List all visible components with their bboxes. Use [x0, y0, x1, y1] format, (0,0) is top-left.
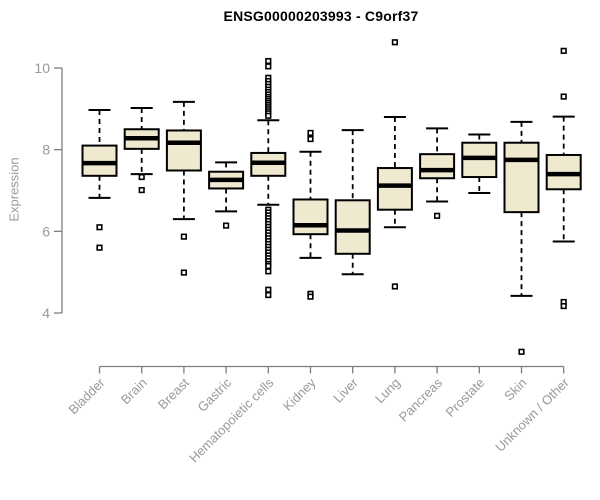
boxplot-pancreas: [419, 127, 456, 219]
outlier-point: [265, 286, 272, 293]
outlier-point: [307, 135, 314, 143]
outlier-point: [560, 93, 567, 100]
outlier-point: [560, 302, 567, 310]
boxplot-liver: [334, 129, 371, 276]
iqr-box: [165, 129, 202, 172]
iqr-box: [334, 199, 371, 255]
boxplot-gastric: [208, 161, 245, 229]
outlier-point: [138, 186, 145, 194]
y-axis-title: Expression: [6, 157, 22, 222]
boxplot-brain: [123, 107, 160, 194]
outlier-point: [96, 224, 103, 231]
x-tick-label-gastric: Gastric: [195, 375, 235, 415]
x-tick-label-unknown-other: Unknown / Other: [492, 375, 572, 455]
outlier-point: [391, 39, 399, 46]
y-tick-label-6: 6: [42, 223, 50, 239]
boxplot-lung: [376, 39, 413, 290]
outlier-point: [180, 233, 188, 240]
outlier-point: [433, 212, 441, 219]
boxplot-bladder: [81, 109, 118, 251]
iqr-box: [419, 153, 456, 180]
outlier-point: [223, 222, 230, 229]
y-tick-label-8: 8: [42, 142, 50, 158]
x-tick-label-lung: Lung: [372, 375, 403, 406]
x-tick-label-brain: Brain: [118, 375, 150, 407]
outlier-point: [265, 63, 272, 70]
boxplot-hematopoietic-cells: [250, 57, 287, 299]
outlier-point: [307, 129, 314, 137]
x-tick-label-kidney: Kidney: [280, 375, 319, 414]
iqr-box: [81, 144, 118, 177]
y-tick-label-10: 10: [34, 60, 50, 76]
x-tick-label-pancreas: Pancreas: [396, 375, 446, 425]
outlier-point: [265, 112, 272, 119]
outlier-point: [391, 283, 399, 290]
iqr-box: [292, 198, 329, 236]
outlier-point: [265, 262, 272, 270]
x-tick-label-skin: Skin: [501, 375, 529, 403]
iqr-box: [503, 141, 540, 214]
x-tick-label-prostate: Prostate: [443, 375, 488, 420]
x-tick-label-breast: Breast: [155, 375, 192, 412]
y-tick-label-4: 4: [42, 305, 50, 321]
boxplot-breast: [165, 100, 202, 276]
x-tick-label-liver: Liver: [330, 375, 361, 406]
outlier-point: [96, 244, 103, 251]
chart-title: ENSG00000203993 - C9orf37: [223, 8, 419, 24]
outlier-point: [307, 293, 314, 300]
outlier-point: [560, 47, 567, 54]
outlier-point: [265, 291, 272, 299]
outlier-point: [518, 348, 525, 355]
iqr-box: [376, 167, 413, 211]
boxplot-kidney: [292, 129, 329, 300]
outlier-point: [265, 268, 272, 275]
outlier-point: [138, 173, 145, 181]
boxplot-prostate: [461, 133, 498, 194]
boxplot-unknown-other: [545, 47, 582, 310]
outlier-point: [180, 269, 188, 276]
boxplot-skin: [503, 120, 540, 355]
outlier-point: [265, 57, 272, 65]
x-tick-label-bladder: Bladder: [65, 375, 108, 418]
